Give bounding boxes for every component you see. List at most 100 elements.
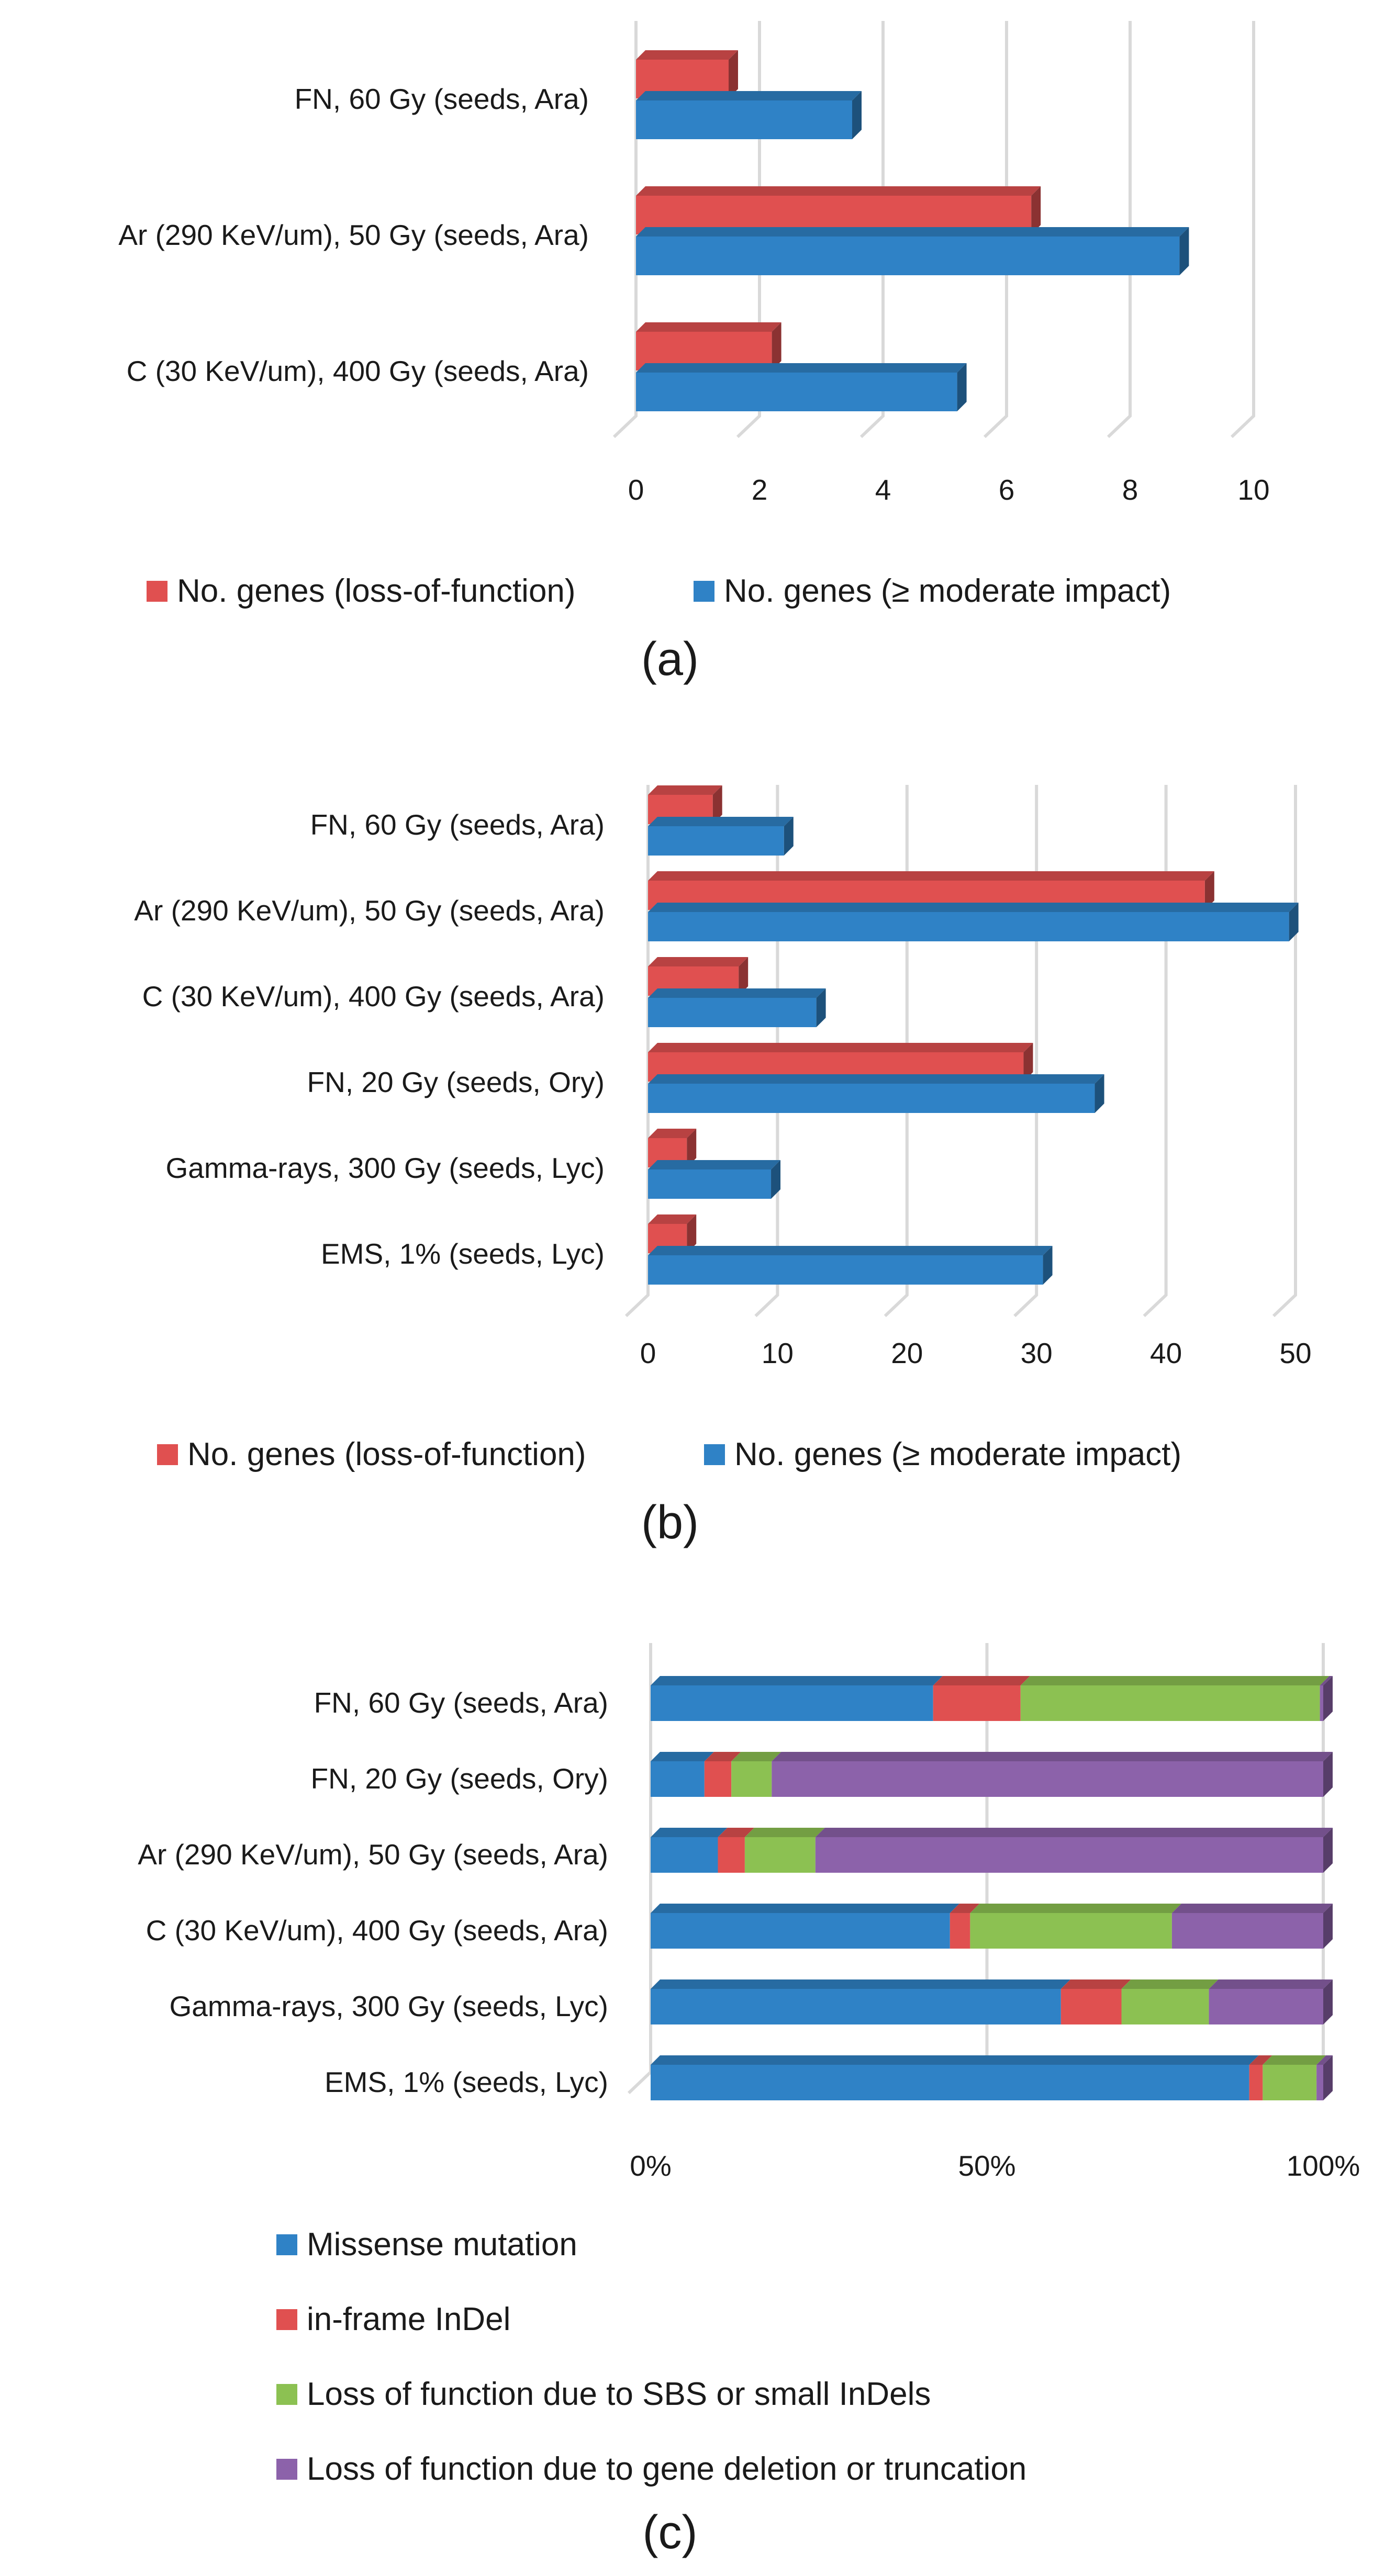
panel-b-bar-no-genes-loss-of-function-4-top-face	[648, 1129, 697, 1138]
panel-a-gridline-5	[1230, 21, 1255, 438]
panel-b-bar-no-genes-moderate-impact-5	[648, 1246, 1053, 1285]
panel-c-bar-missense-mutation-2-front-face	[651, 1837, 718, 1873]
panel-c-bar-in-frame-indel-3	[950, 1904, 980, 1949]
panel-b-bar-no-genes-moderate-impact-0-front-face	[648, 826, 784, 856]
panel-b-bar-endcap-1-4	[771, 1160, 781, 1199]
panel-b-tick-label: 40	[1150, 1337, 1182, 1369]
panel-a-bar-endcap-1-1	[1179, 227, 1189, 275]
panel-c-bar-loss-of-function-due-to-gene-deletion-or-truncation-4-front-face	[1209, 1989, 1323, 2024]
panel-a-bar-no-genes-loss-of-function-0-top-face	[636, 50, 738, 60]
panel-b-category-label: FN, 60 Gy (seeds, Ara)	[310, 808, 605, 841]
panel-b-bar-no-genes-moderate-impact-0-top-face	[648, 817, 794, 826]
panel-b-gridline-3	[1013, 785, 1038, 1318]
panel-a-bar-no-genes-moderate-impact-2	[636, 363, 967, 411]
panel-c-bar-missense-mutation-1-front-face	[651, 1761, 705, 1797]
panel-c-tick-label: 50%	[958, 2150, 1015, 2182]
panel-a-category-label: FN, 60 Gy (seeds, Ara)	[295, 83, 589, 115]
panel-c-chart: FN, 60 Gy (seeds, Ara) FN, 20 Gy (seeds, …	[138, 1643, 1360, 2559]
panel-c-bar-missense-mutation-0-front-face	[651, 1685, 933, 1721]
panel-b-bar-no-genes-moderate-impact-3-top-face	[648, 1074, 1104, 1084]
panel-c-bar-endcap-2	[1323, 1828, 1333, 1873]
panel-c-bar-loss-of-function-due-to-gene-deletion-or-truncation-2-top-face	[815, 1828, 1333, 1837]
panel-b-bar-endcap-1-5	[1043, 1246, 1053, 1285]
panel-c-legend-label: in-frame InDel	[307, 2301, 510, 2337]
panel-c-bar-in-frame-indel-2	[718, 1828, 754, 1873]
panel-c-category-label: Gamma-rays, 300 Gy (seeds, Lyc)	[170, 1990, 608, 2022]
panel-b-tick-label: 0	[640, 1337, 656, 1369]
panel-a-bar-no-genes-moderate-impact-0	[636, 91, 862, 139]
panel-c-bar-missense-mutation-3-front-face	[651, 1913, 950, 1949]
panel-c-bar-loss-of-function-due-to-sbs-or-small-indels-2-front-face	[744, 1837, 816, 1873]
panel-c-bar-loss-of-function-due-to-sbs-or-small-indels-2	[744, 1828, 825, 1873]
panel-c-bar-endcap-1	[1323, 1752, 1333, 1797]
panel-b-category-label: FN, 20 Gy (seeds, Ory)	[307, 1066, 605, 1098]
panel-c-bar-missense-mutation-5	[651, 2055, 1259, 2100]
panel-c-bar-in-frame-indel-5	[1249, 2055, 1272, 2100]
panel-a-legend-label: No. genes (loss-of-function)	[177, 573, 576, 609]
panel-b-bar-no-genes-loss-of-function-2-top-face	[648, 957, 749, 966]
panel-c-bar-loss-of-function-due-to-sbs-or-small-indels-5-top-face	[1263, 2055, 1326, 2065]
panel-b-bar-no-genes-moderate-impact-3	[648, 1074, 1104, 1113]
panel-c-bar-loss-of-function-due-to-sbs-or-small-indels-4-top-face	[1121, 1979, 1219, 1989]
panel-a-bar-endcap-0-1	[1031, 186, 1041, 234]
panel-c-bar-loss-of-function-due-to-sbs-or-small-indels-4-front-face	[1121, 1989, 1209, 2024]
panel-c-tick-label: 0%	[630, 2150, 672, 2182]
panel-c-bar-loss-of-function-due-to-sbs-or-small-indels-2-top-face	[744, 1828, 825, 1837]
panel-c-bar-loss-of-function-due-to-sbs-or-small-indels-5-front-face	[1263, 2065, 1317, 2100]
panel-b-bar-endcap-1-2	[816, 988, 826, 1027]
panel-c-bar-loss-of-function-due-to-sbs-or-small-indels-1-front-face	[731, 1761, 772, 1797]
panel-b-legend-swatch-no-genes-loss-of-function	[157, 1444, 178, 1465]
panel-a-bar-no-genes-loss-of-function-2-top-face	[636, 322, 781, 332]
panel-b-legend-swatch-no-genes-moderate-impact	[704, 1444, 725, 1465]
panel-a-legend-swatch-no-genes-moderate-impact	[694, 581, 714, 602]
panel-c-bar-loss-of-function-due-to-gene-deletion-or-truncation-3	[1171, 1904, 1333, 1949]
panel-c-bar-loss-of-function-due-to-sbs-or-small-indels-3-front-face	[970, 1913, 1172, 1949]
panel-b-bar-endcap-0-0	[712, 785, 722, 824]
panel-c-category-label: C (30 KeV/um), 400 Gy (seeds, Ara)	[146, 1914, 608, 1947]
panel-c-category-label: FN, 60 Gy (seeds, Ara)	[314, 1686, 608, 1719]
panel-b-gridline-2	[884, 785, 909, 1318]
panel-c-bar-loss-of-function-due-to-gene-deletion-or-truncation-1-top-face	[772, 1752, 1333, 1761]
panel-c-bar-missense-mutation-4-front-face	[651, 1989, 1061, 2024]
panel-c-bar-in-frame-indel-1-front-face	[704, 1761, 732, 1797]
panel-c-tick-label: 100%	[1287, 2150, 1360, 2182]
panel-a-category-label: C (30 KeV/um), 400 Gy (seeds, Ara)	[127, 355, 589, 387]
panel-b-label: (b)	[641, 1497, 699, 1549]
panel-c-bar-in-frame-indel-3-front-face	[950, 1913, 970, 1949]
panel-c-bar-loss-of-function-due-to-gene-deletion-or-truncation-2	[815, 1828, 1333, 1873]
panel-a-gridline-3	[983, 21, 1008, 438]
panel-a-bar-no-genes-loss-of-function-1-top-face	[636, 186, 1041, 196]
panel-a-tick-label: 8	[1122, 474, 1138, 506]
panel-b-bar-no-genes-moderate-impact-2-top-face	[648, 988, 826, 998]
panel-b-bar-no-genes-moderate-impact-4-top-face	[648, 1160, 781, 1169]
panel-a-bar-no-genes-moderate-impact-1-top-face	[636, 227, 1189, 237]
panel-b-bar-endcap-0-5	[687, 1214, 697, 1253]
panel-c-bar-loss-of-function-due-to-gene-deletion-or-truncation-0	[1320, 1676, 1333, 1721]
panel-c-bar-missense-mutation-3	[651, 1904, 959, 1949]
panel-b-bar-endcap-0-2	[739, 957, 749, 996]
panel-a-chart: FN, 60 Gy (seeds, Ara) Ar (290 KeV/um), 5…	[118, 21, 1270, 685]
panel-c-bar-loss-of-function-due-to-gene-deletion-or-truncation-3-top-face	[1171, 1904, 1333, 1913]
panel-c-bar-loss-of-function-due-to-sbs-or-small-indels-0-top-face	[1020, 1676, 1330, 1685]
panel-b-bar-endcap-1-3	[1095, 1074, 1104, 1113]
panel-b-gridline-4	[1143, 785, 1168, 1318]
panel-a-bar-endcap-0-0	[729, 50, 738, 98]
panel-c-bar-loss-of-function-due-to-gene-deletion-or-truncation-1	[772, 1752, 1333, 1797]
panel-c-bar-missense-mutation-5-top-face	[651, 2055, 1259, 2065]
panel-a-bar-endcap-1-2	[957, 363, 967, 411]
panel-c-bar-in-frame-indel-4-front-face	[1060, 1989, 1122, 2024]
panel-b-gridline-0	[624, 785, 650, 1318]
panel-a-tick-label: 2	[752, 474, 768, 506]
panel-a-gridline-2	[859, 21, 885, 438]
panel-c-category-label: FN, 20 Gy (seeds, Ory)	[311, 1762, 608, 1795]
panel-c-bar-missense-mutation-0	[651, 1676, 943, 1721]
panel-a-tick-label: 4	[875, 474, 891, 506]
panel-b-tick-label: 30	[1021, 1337, 1053, 1369]
panel-b-legend-label: No. genes (≥ moderate impact)	[734, 1436, 1181, 1472]
panel-b-bar-no-genes-loss-of-function-3-top-face	[648, 1043, 1033, 1052]
panel-b-bar-no-genes-moderate-impact-4-front-face	[648, 1169, 772, 1199]
panel-a-gridline-1	[736, 21, 761, 438]
panel-c-bar-loss-of-function-due-to-gene-deletion-or-truncation-5-top-face	[1316, 2055, 1333, 2065]
panel-c-bar-in-frame-indel-2-front-face	[718, 1837, 745, 1873]
